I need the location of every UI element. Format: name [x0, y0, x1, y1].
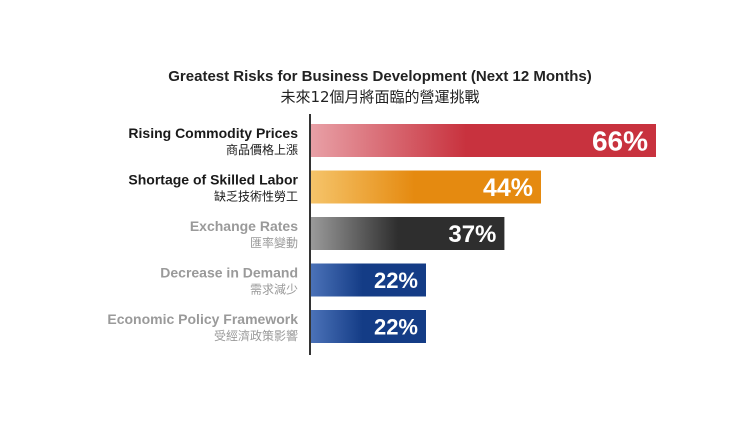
bar-value-label: 66% [592, 126, 648, 157]
category-label-zh: 商品價格上漲 [226, 142, 298, 157]
category-label: Decrease in Demand [160, 265, 298, 281]
bar-2 [311, 217, 505, 250]
category-label: Exchange Rates [190, 218, 298, 234]
category-label-zh: 缺乏技術性勞工 [214, 189, 298, 204]
category-label-zh: 匯率變動 [250, 235, 298, 250]
bar-3 [311, 263, 426, 297]
category-label-zh: 需求減少 [250, 282, 298, 297]
category-label: Shortage of Skilled Labor [128, 172, 298, 188]
category-label: Rising Commodity Prices [128, 125, 298, 141]
bar-4 [311, 310, 426, 343]
category-label-zh: 受經濟政策影響 [214, 328, 298, 343]
bar-0 [311, 124, 656, 157]
bar-value-label: 22% [374, 314, 418, 339]
bar-value-label: 22% [374, 268, 418, 293]
bar-value-label: 37% [448, 221, 496, 248]
category-label: Economic Policy Framework [107, 311, 298, 327]
chart-title: Greatest Risks for Business Development … [168, 68, 591, 85]
chart-subtitle: 未來12個月將面臨的營運挑戰 [280, 88, 479, 106]
bar-1 [311, 170, 541, 204]
bar-value-label: 44% [483, 174, 533, 202]
